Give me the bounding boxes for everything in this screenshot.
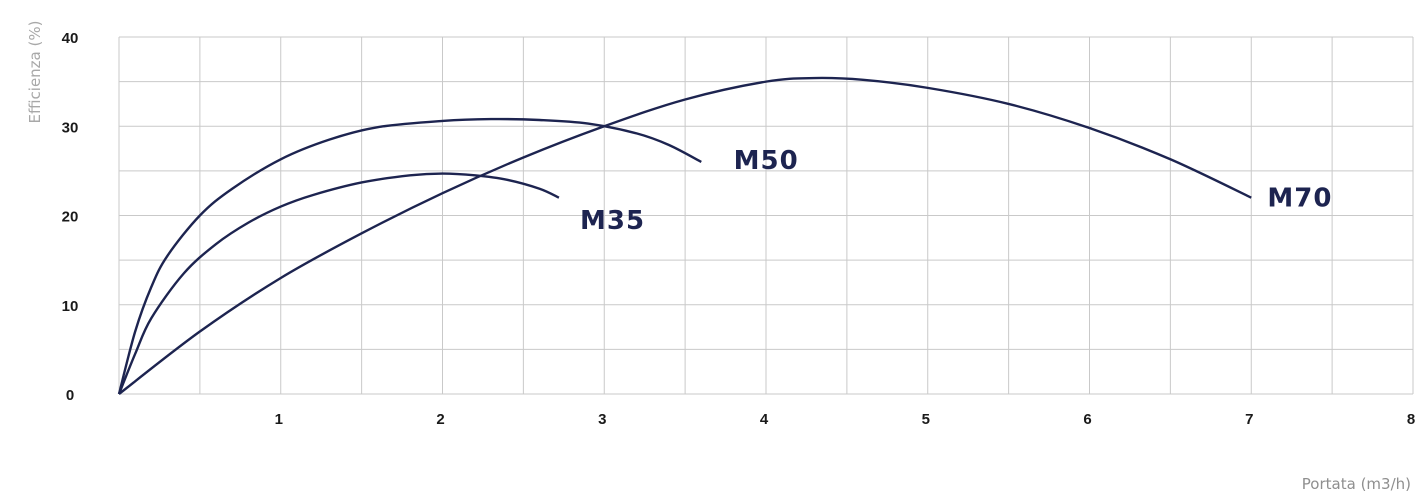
x-tick-label: 7 [1245,411,1253,428]
x-tick-label: 6 [1083,411,1091,428]
x-axis-label: Portata (m3/h) [1302,475,1411,493]
axis-ticks: 1 2 3 4 5 6 7 8 0 10 20 30 40 [62,30,1416,428]
y-axis-label: Efficienza (%) [26,21,44,124]
x-tick-label: 8 [1407,411,1415,428]
x-tick-label: 5 [922,411,930,428]
series-line-m35 [117,172,560,395]
y-tick-label: 10 [62,298,79,315]
chart-grid [118,36,1414,395]
x-tick-label: 3 [598,411,606,428]
y-tick-label: 40 [62,30,79,47]
series-labels: M35 M50 M70 [580,146,1332,236]
x-tick-label: 2 [436,411,444,428]
x-tick-label: 1 [275,411,283,428]
y-tick-label: 30 [62,119,79,136]
series-label-m35: M35 [580,206,645,236]
y-tick-label: 20 [62,209,79,226]
x-tick-label: 4 [760,411,769,428]
chart-series [117,76,1252,395]
series-line-m70 [118,76,1252,395]
series-line-m50 [117,117,702,395]
y-tick-label: 0 [66,387,74,404]
series-label-m50: M50 [734,146,799,176]
series-label-m70: M70 [1267,184,1332,214]
